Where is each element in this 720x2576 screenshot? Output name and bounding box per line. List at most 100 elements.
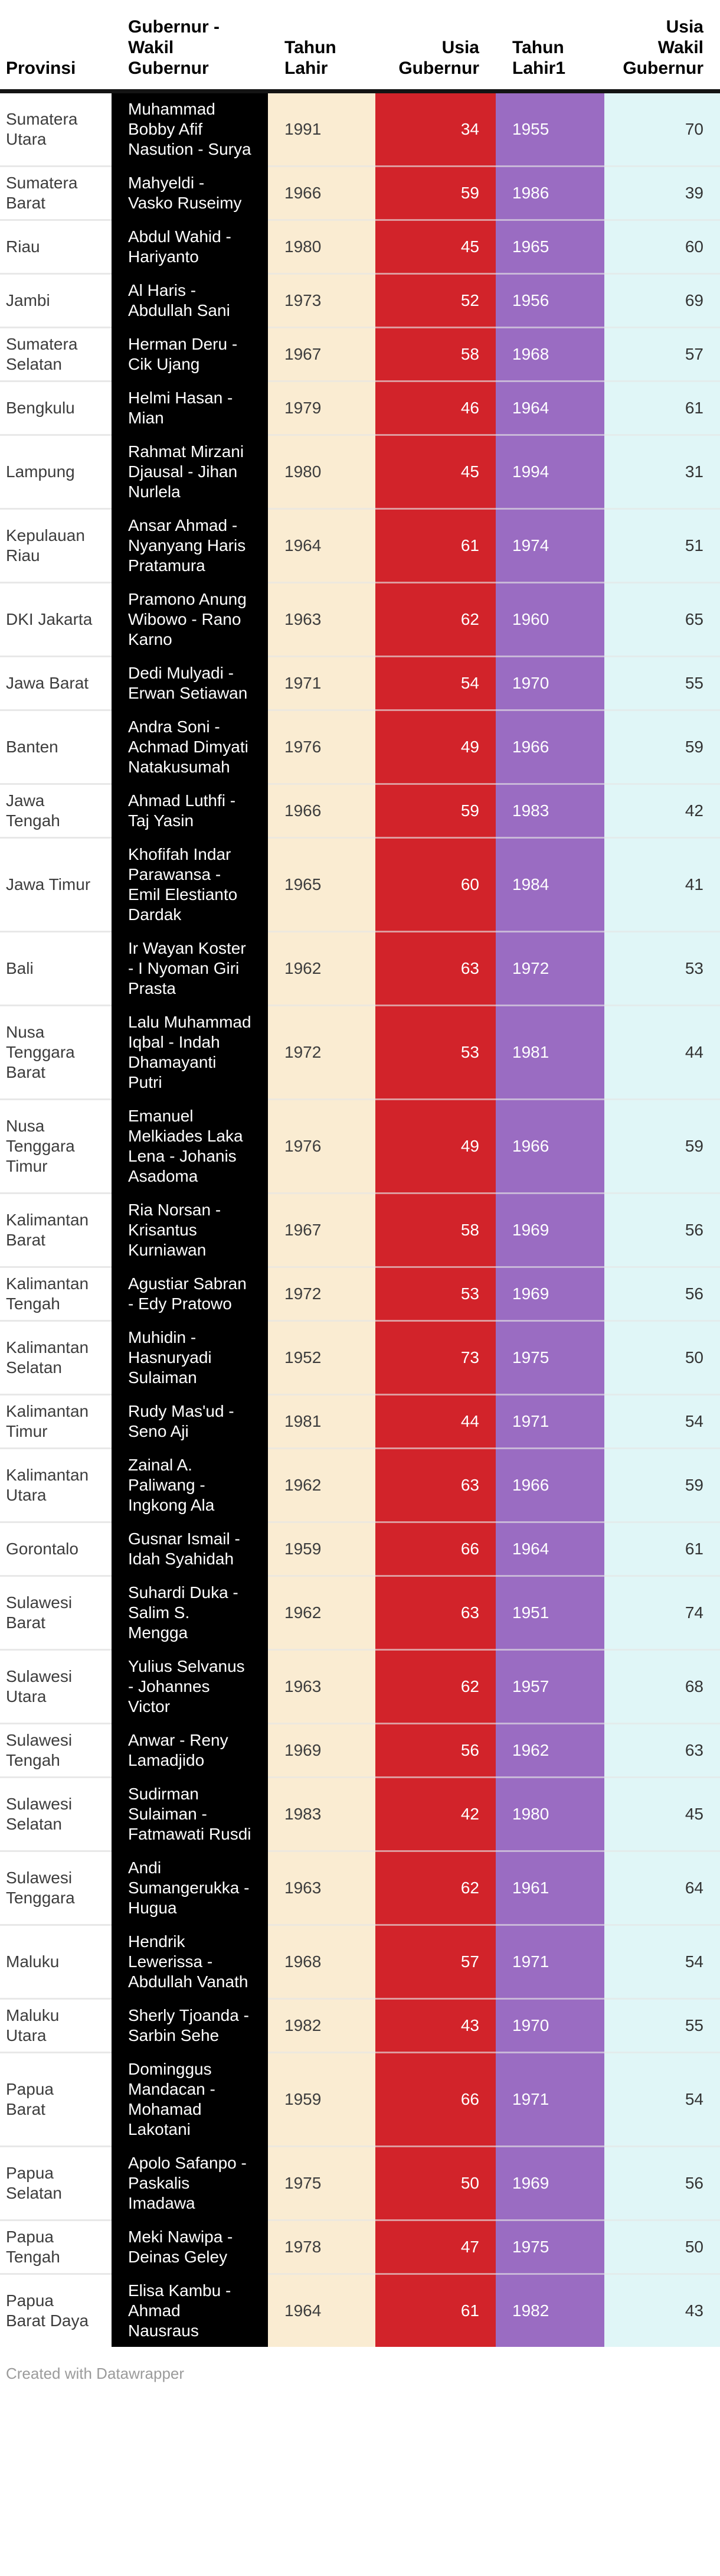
cell-provinsi: Papua Barat <box>0 2052 112 2147</box>
cell-tahun-lahir1: 1974 <box>496 508 604 583</box>
cell-gubernur-wakil: Anwar - Reny Lamadjido <box>112 1723 268 1778</box>
cell-tahun-lahir: 1967 <box>268 327 375 381</box>
cell-provinsi: Papua Selatan <box>0 2145 112 2220</box>
table-body: Sumatera Utara Muhammad Bobby Afif Nasut… <box>0 91 720 2347</box>
cell-usia-gubernur: 49 <box>375 709 496 784</box>
cell-tahun-lahir1: 1994 <box>496 434 604 509</box>
cell-usia-wakil-gubernur: 50 <box>604 2219 720 2274</box>
cell-tahun-lahir1: 1969 <box>496 1192 604 1267</box>
cell-tahun-lahir: 1991 <box>268 91 375 167</box>
cell-usia-gubernur: 53 <box>375 1266 496 1321</box>
table-row: Papua Barat Daya Elisa Kambu - Ahmad Nau… <box>0 2273 720 2347</box>
cell-usia-gubernur: 43 <box>375 1998 496 2053</box>
cell-usia-wakil-gubernur: 54 <box>604 2052 720 2147</box>
cell-usia-gubernur: 61 <box>375 508 496 583</box>
cell-usia-wakil-gubernur: 70 <box>604 91 720 167</box>
header-row: Provinsi Gubernur - Wakil Gubernur Tahun… <box>0 0 720 93</box>
cell-provinsi: Lampung <box>0 434 112 509</box>
cell-tahun-lahir1: 1969 <box>496 1266 604 1321</box>
cell-gubernur-wakil: Zainal A. Paliwang - Ingkong Ala <box>112 1447 268 1522</box>
cell-tahun-lahir1: 1960 <box>496 582 604 657</box>
cell-gubernur-wakil: Sudirman Sulaiman - Fatmawati Rusdi <box>112 1776 268 1851</box>
table-row: Sumatera Utara Muhammad Bobby Afif Nasut… <box>0 91 720 167</box>
table-row: Jawa Tengah Ahmad Luthfi - Taj Yasin 196… <box>0 783 720 838</box>
cell-usia-gubernur: 49 <box>375 1098 496 1194</box>
cell-usia-wakil-gubernur: 41 <box>604 837 720 932</box>
cell-usia-wakil-gubernur: 74 <box>604 1575 720 1650</box>
cell-tahun-lahir: 1965 <box>268 837 375 932</box>
cell-usia-wakil-gubernur: 59 <box>604 1447 720 1522</box>
cell-usia-gubernur: 61 <box>375 2273 496 2347</box>
table-header: Provinsi Gubernur - Wakil Gubernur Tahun… <box>0 0 720 93</box>
table-row: Nusa Tenggara Barat Lalu Muhammad Iqbal … <box>0 1005 720 1100</box>
cell-tahun-lahir: 1952 <box>268 1320 375 1395</box>
cell-usia-wakil-gubernur: 50 <box>604 1320 720 1395</box>
cell-usia-wakil-gubernur: 54 <box>604 1924 720 1999</box>
cell-usia-wakil-gubernur: 39 <box>604 165 720 220</box>
cell-gubernur-wakil: Apolo Safanpo - Paskalis Imadawa <box>112 2145 268 2220</box>
cell-tahun-lahir: 1983 <box>268 1776 375 1851</box>
cell-gubernur-wakil: Rudy Mas'ud - Seno Aji <box>112 1394 268 1449</box>
cell-usia-wakil-gubernur: 51 <box>604 508 720 583</box>
cell-usia-wakil-gubernur: 68 <box>604 1649 720 1724</box>
cell-tahun-lahir: 1962 <box>268 931 375 1006</box>
cell-usia-gubernur: 58 <box>375 1192 496 1267</box>
cell-tahun-lahir: 1975 <box>268 2145 375 2220</box>
cell-provinsi: Gorontalo <box>0 1521 112 1576</box>
cell-gubernur-wakil: Ria Norsan - Krisantus Kurniawan <box>112 1192 268 1267</box>
cell-gubernur-wakil: Muhammad Bobby Afif Nasution - Surya <box>112 91 268 167</box>
cell-tahun-lahir1: 1966 <box>496 1098 604 1194</box>
cell-tahun-lahir1: 1964 <box>496 380 604 435</box>
cell-tahun-lahir1: 1955 <box>496 91 604 167</box>
cell-provinsi: Jawa Barat <box>0 656 112 710</box>
cell-usia-gubernur: 73 <box>375 1320 496 1395</box>
cell-tahun-lahir1: 1975 <box>496 1320 604 1395</box>
datawrapper-credit: Created with Datawrapper <box>6 2365 185 2382</box>
cell-usia-gubernur: 46 <box>375 380 496 435</box>
cell-tahun-lahir1: 1964 <box>496 1521 604 1576</box>
cell-tahun-lahir1: 1970 <box>496 1998 604 2053</box>
table-row: Sumatera Barat Mahyeldi - Vasko Ruseimy … <box>0 165 720 220</box>
cell-tahun-lahir: 1976 <box>268 1098 375 1194</box>
cell-provinsi: Nusa Tenggara Barat <box>0 1005 112 1100</box>
cell-gubernur-wakil: Helmi Hasan - Mian <box>112 380 268 435</box>
table-row: Bali Ir Wayan Koster - I Nyoman Giri Pra… <box>0 931 720 1006</box>
table-row: Riau Abdul Wahid - Hariyanto 1980 45 196… <box>0 219 720 274</box>
cell-usia-wakil-gubernur: 53 <box>604 931 720 1006</box>
cell-usia-wakil-gubernur: 42 <box>604 783 720 838</box>
table-row: Gorontalo Gusnar Ismail - Idah Syahidah … <box>0 1521 720 1576</box>
cell-tahun-lahir: 1972 <box>268 1005 375 1100</box>
cell-usia-gubernur: 59 <box>375 165 496 220</box>
cell-usia-wakil-gubernur: 43 <box>604 2273 720 2347</box>
cell-provinsi: Maluku Utara <box>0 1998 112 2053</box>
cell-provinsi: Riau <box>0 219 112 274</box>
cell-gubernur-wakil: Herman Deru - Cik Ujang <box>112 327 268 381</box>
table-row: Sulawesi Utara Yulius Selvanus - Johanne… <box>0 1649 720 1724</box>
cell-tahun-lahir: 1964 <box>268 508 375 583</box>
cell-tahun-lahir1: 1951 <box>496 1575 604 1650</box>
cell-tahun-lahir: 1962 <box>268 1575 375 1650</box>
cell-provinsi: Sumatera Barat <box>0 165 112 220</box>
table-row: Banten Andra Soni - Achmad Dimyati Natak… <box>0 709 720 784</box>
cell-usia-gubernur: 34 <box>375 91 496 167</box>
cell-tahun-lahir: 1962 <box>268 1447 375 1522</box>
cell-tahun-lahir1: 1972 <box>496 931 604 1006</box>
cell-usia-wakil-gubernur: 31 <box>604 434 720 509</box>
cell-usia-wakil-gubernur: 56 <box>604 1192 720 1267</box>
cell-provinsi: Kalimantan Tengah <box>0 1266 112 1321</box>
table-row: Kalimantan Selatan Muhidin - Hasnuryadi … <box>0 1320 720 1395</box>
cell-provinsi: Nusa Tenggara Timur <box>0 1098 112 1194</box>
cell-usia-wakil-gubernur: 69 <box>604 273 720 328</box>
cell-gubernur-wakil: Ir Wayan Koster - I Nyoman Giri Prasta <box>112 931 268 1006</box>
cell-usia-gubernur: 58 <box>375 327 496 381</box>
cell-usia-gubernur: 62 <box>375 582 496 657</box>
table-row: Papua Tengah Meki Nawipa - Deinas Geley … <box>0 2219 720 2274</box>
cell-tahun-lahir: 1959 <box>268 1521 375 1576</box>
table-row: Papua Barat Dominggus Mandacan - Mohamad… <box>0 2052 720 2147</box>
column-header-usia-wakil-gubernur: Usia Wakil Gubernur <box>604 0 720 93</box>
table-row: Kalimantan Timur Rudy Mas'ud - Seno Aji … <box>0 1394 720 1449</box>
cell-usia-wakil-gubernur: 60 <box>604 219 720 274</box>
cell-usia-wakil-gubernur: 56 <box>604 1266 720 1321</box>
cell-tahun-lahir: 1976 <box>268 709 375 784</box>
cell-usia-wakil-gubernur: 64 <box>604 1850 720 1925</box>
